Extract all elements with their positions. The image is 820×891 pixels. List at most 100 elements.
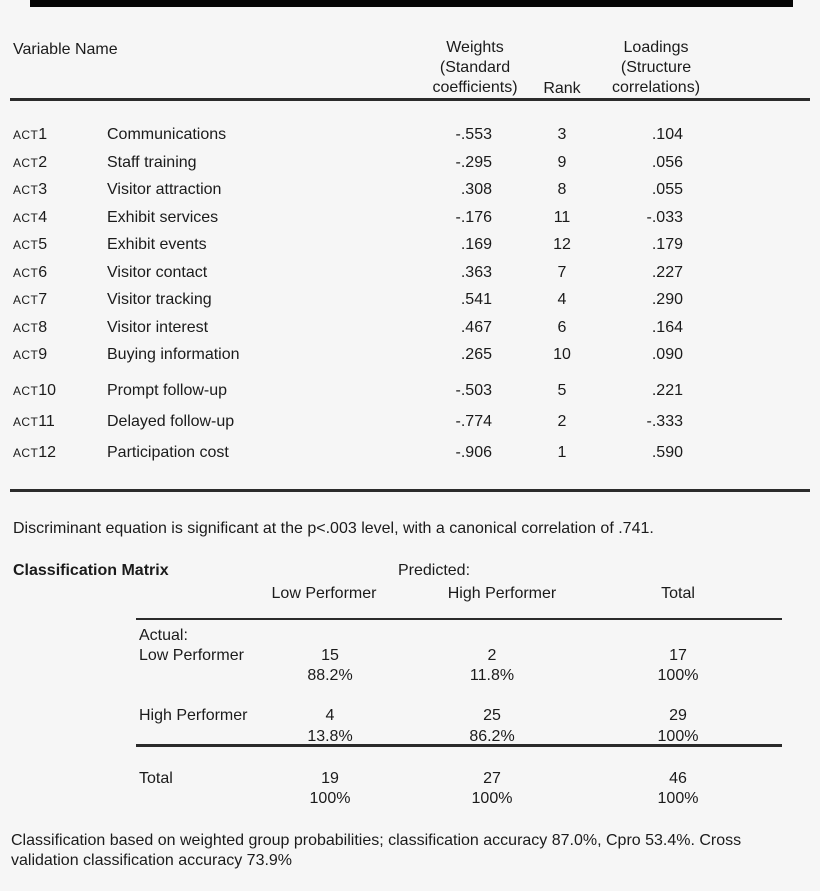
- rank-value: 11: [553, 208, 571, 226]
- matrix-percent-value: 100%: [657, 790, 699, 807]
- loading-value: .090: [651, 346, 683, 363]
- variable-id-number: 11: [38, 412, 55, 430]
- variable-row: ACT6 Visitor contact .363 7 .227: [0, 259, 820, 287]
- weight-value: .467: [460, 318, 492, 336]
- weight-value: .541: [460, 291, 492, 308]
- loadings-header-line3: correlations): [611, 79, 701, 96]
- variable-id-prefix: ACT: [13, 128, 39, 142]
- variable-id: ACT3: [13, 176, 47, 205]
- predicted-label: Predicted:: [397, 562, 471, 579]
- significance-note: Discriminant equation is significant at …: [13, 520, 654, 537]
- variable-id-prefix: ACT: [13, 183, 39, 197]
- variable-id-prefix: ACT: [13, 445, 39, 460]
- variable-id: ACT1: [13, 121, 47, 150]
- matrix-percent-value: 13.8%: [307, 728, 353, 745]
- variable-row: ACT2 Staff training -.295 9 .056: [0, 149, 820, 177]
- loading-value: .104: [651, 126, 683, 143]
- variable-id-prefix: ACT: [13, 383, 39, 398]
- variable-id-number: 2: [38, 153, 48, 171]
- matrix-column-header: Low Performer: [271, 585, 377, 602]
- variable-label: Visitor tracking: [107, 291, 212, 308]
- rank-value: 6: [557, 318, 567, 336]
- rank-value: 9: [557, 153, 567, 171]
- matrix-count-value: 27: [483, 770, 501, 787]
- variable-id-number: 5: [38, 236, 48, 253]
- weight-value: .169: [460, 236, 492, 253]
- rank-value: 8: [557, 181, 567, 198]
- loading-value: .179: [651, 236, 683, 253]
- weight-value: -.553: [455, 126, 492, 143]
- variable-id-number: 9: [38, 346, 48, 363]
- variable-id-prefix: ACT: [13, 210, 39, 225]
- rank-value: 4: [557, 291, 567, 308]
- loading-value: .164: [651, 318, 683, 336]
- variables-table: ACT1 Communications -.553 3.104 ACT2 Staff tr…: [0, 121, 820, 468]
- rank-value: 7: [557, 263, 567, 281]
- weight-value: -.176: [455, 208, 492, 226]
- variable-id: ACT2: [13, 149, 47, 178]
- loading-value: .055: [651, 181, 683, 198]
- table-bottom-rule: [10, 489, 810, 492]
- weights-header-line3: coefficients): [432, 79, 518, 96]
- variable-id-number: 10: [38, 381, 56, 399]
- loading-value: .056: [651, 153, 683, 171]
- rank-value: 2: [557, 412, 567, 430]
- matrix-column-header: Total: [661, 585, 695, 602]
- weight-value: -.906: [455, 443, 492, 461]
- variable-name-column-header: Variable Name: [13, 41, 118, 58]
- variable-row: ACT1 Communications -.553 3 .104: [0, 121, 820, 149]
- variable-label: Staff training: [107, 153, 197, 171]
- variable-label: Buying information: [107, 346, 240, 363]
- weight-value: -.503: [455, 381, 492, 399]
- loading-value: .227: [651, 263, 683, 281]
- variable-row: ACT12 Participation cost -.906 1 .590: [0, 437, 820, 468]
- variable-label: Visitor attraction: [107, 181, 222, 198]
- variable-id-prefix: ACT: [13, 155, 39, 170]
- variable-id-prefix: ACT: [13, 320, 39, 335]
- loadings-header-line1: Loadings: [623, 39, 689, 56]
- rank-value: 1: [557, 443, 567, 461]
- variable-row: ACT4 Exhibit services -.176 11 -.033: [0, 204, 820, 232]
- matrix-count-value: 29: [669, 707, 687, 724]
- matrix-count-value: 15: [321, 647, 339, 664]
- rank-value: 3: [557, 126, 567, 143]
- weights-column-header: Weights (Standard coefficients): [405, 38, 545, 98]
- weight-value: .308: [460, 181, 492, 198]
- weight-value: -.295: [455, 153, 492, 171]
- variable-id: ACT10: [13, 375, 56, 407]
- matrix-count-value: 2: [487, 647, 497, 664]
- loading-value: .590: [651, 443, 683, 461]
- matrix-top-rule: [136, 618, 782, 620]
- matrix-row-label: Total: [139, 770, 173, 787]
- matrix-percent-value: 11.8%: [469, 667, 515, 684]
- weight-value: .265: [460, 346, 492, 363]
- matrix-percent-value: 86.2%: [469, 728, 515, 745]
- variable-id-prefix: ACT: [13, 293, 39, 307]
- rank-value: 12: [553, 236, 571, 253]
- matrix-percent-value: 100%: [471, 790, 513, 807]
- table-header-rule: [10, 98, 810, 101]
- rank-value: 10: [553, 346, 571, 363]
- variable-id: ACT6: [13, 259, 47, 288]
- variable-label: Exhibit services: [107, 208, 219, 226]
- loading-value: -.033: [646, 208, 683, 226]
- top-bar: [30, 0, 793, 7]
- variable-row: ACT10 Prompt follow-up -.503 5 .221: [0, 375, 820, 406]
- variable-id: ACT8: [13, 314, 47, 343]
- variable-id-prefix: ACT: [13, 238, 39, 252]
- variable-id: ACT7: [13, 286, 47, 315]
- weight-value: .363: [460, 263, 492, 281]
- matrix-percent-value: 100%: [309, 790, 351, 807]
- matrix-percent-value: 100%: [657, 667, 699, 684]
- matrix-count-value: 4: [325, 707, 335, 724]
- variable-id: ACT11: [13, 406, 55, 438]
- matrix-count-value: 25: [483, 707, 501, 724]
- rank-value: 5: [557, 381, 567, 399]
- variable-id-number: 8: [38, 318, 48, 336]
- variable-row: ACT7 Visitor tracking .541 4 .290: [0, 286, 820, 314]
- variable-id-number: 6: [38, 263, 48, 281]
- matrix-row-label: High Performer: [139, 707, 248, 724]
- variable-id: ACT9: [13, 341, 47, 370]
- classification-matrix-title: Classification Matrix: [13, 562, 169, 579]
- matrix-percent-value: 88.2%: [307, 667, 353, 684]
